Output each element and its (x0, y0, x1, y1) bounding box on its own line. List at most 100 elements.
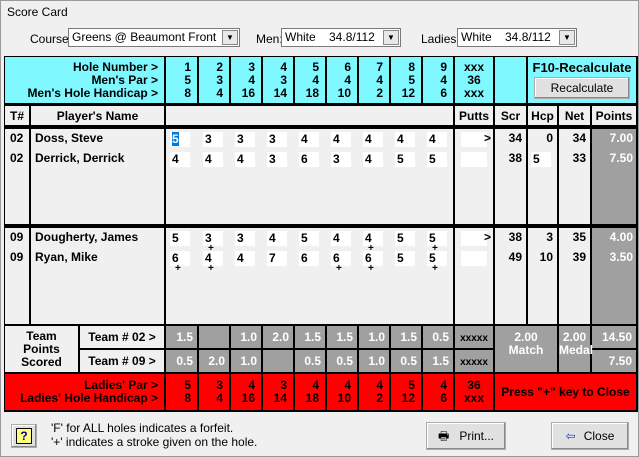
hole-number-label: Hole Number > (72, 60, 158, 74)
score-input[interactable]: 3 (267, 132, 287, 147)
group-1-col-name (31, 129, 164, 224)
score-input[interactable]: 5 (395, 231, 415, 246)
team-hole-points: 1.5 (391, 326, 421, 348)
ladies-hcp: 2 (376, 391, 383, 405)
mens-hcp: 4 (216, 86, 223, 100)
men-tee-select[interactable]: White 34.8/112 ▼ (281, 28, 401, 47)
men-tee-value: White 34.8/112 (285, 30, 375, 44)
course-select[interactable]: Greens @ Beaumont Front ▼ (68, 28, 240, 47)
putts-input[interactable] (461, 132, 487, 147)
chevron-down-icon[interactable]: ▼ (559, 30, 575, 45)
print-button[interactable]: 🖶 Print... (426, 422, 506, 450)
mens-hcp: 6 (440, 86, 447, 100)
mens-par: 5 (184, 73, 191, 87)
score-input[interactable]: 4 (299, 132, 319, 147)
putts-input[interactable] (461, 231, 487, 246)
team-label-0: Team # 02 > (80, 326, 164, 348)
player-name: Doss, Steve (35, 131, 104, 145)
score-input[interactable]: 4 (235, 251, 255, 266)
mens-par: 4 (344, 73, 351, 87)
score-input[interactable]: 3 (203, 231, 223, 246)
score-input[interactable]: 6 (299, 152, 319, 167)
chevron-down-icon[interactable]: ▼ (383, 30, 399, 45)
score-input[interactable]: 4 (331, 132, 351, 147)
team-points-total: 14.50 (592, 326, 636, 348)
score-input[interactable]: 6 (363, 251, 383, 266)
course-value: Greens @ Beaumont Front (72, 30, 217, 44)
score-input[interactable]: 3 (203, 132, 223, 147)
ladies-par: 3 (280, 378, 287, 392)
putts-arrow-icon: > (484, 131, 492, 145)
score-input[interactable]: 5 (299, 231, 319, 246)
mens-hcp: 12 (401, 86, 415, 100)
score-total: 34 (508, 131, 522, 145)
window-title: Score Card (7, 5, 68, 19)
score-input[interactable]: 4 (363, 152, 383, 167)
score-input[interactable]: 3 (331, 152, 351, 167)
team-hole-points (199, 326, 229, 348)
ladies-par: 4 (440, 378, 447, 392)
group-2-col-tee (5, 228, 29, 324)
chevron-down-icon[interactable]: ▼ (222, 30, 238, 45)
putts-input[interactable] (461, 152, 487, 167)
score-input[interactable]: 6 (331, 251, 351, 266)
score-input[interactable]: 5 (170, 231, 190, 246)
score-input[interactable]: 5 (395, 152, 415, 167)
ladies-total: 36 xxx (455, 374, 493, 410)
score-input[interactable]: 5 (427, 251, 447, 266)
score-input[interactable]: 4 (363, 132, 383, 147)
score-input[interactable]: 4 (395, 132, 415, 147)
score-input[interactable]: 5 (427, 152, 447, 167)
handicap-input[interactable]: 5 (531, 152, 551, 167)
mens-par: 4 (248, 73, 255, 87)
score-input[interactable]: 4 (203, 152, 223, 167)
hole-number: 9 (440, 60, 447, 74)
score-input[interactable]: 3 (235, 132, 255, 147)
score-input[interactable]: 3 (235, 231, 255, 246)
hole-header-3: 3 4 16 (231, 57, 261, 103)
ladies-par: 4 (376, 378, 383, 392)
recalculate-button[interactable]: Recalculate (534, 77, 630, 99)
score-input[interactable]: 4 (267, 231, 287, 246)
print-label: Print... (459, 429, 494, 443)
ladies-tee-select[interactable]: White 34.8/112 ▼ (457, 28, 577, 47)
score-input[interactable]: 5 (427, 231, 447, 246)
ladies-hole-4: 3 14 (263, 374, 293, 410)
close-button[interactable]: ⇦ Close (551, 422, 629, 450)
stroke-plus-icon: + (336, 263, 342, 274)
help-button[interactable]: ? (11, 424, 37, 448)
match-value: 2.00 (514, 330, 538, 344)
net-score: 39 (572, 250, 586, 264)
score-input[interactable]: 4 (427, 132, 447, 147)
col-header-putts: Putts (455, 106, 493, 125)
score-input[interactable]: 4 (363, 231, 383, 246)
stroke-plus-icon: + (432, 243, 438, 254)
team-points-total: 7.50 (592, 350, 636, 372)
hole-number: 5 (312, 60, 319, 74)
hole-header-5: 5 4 18 (295, 57, 325, 103)
team-hole-points: 1.0 (359, 350, 389, 372)
score-input[interactable]: 3 (267, 152, 287, 167)
hole-number: 7 (376, 60, 383, 74)
putts-input[interactable] (461, 251, 487, 266)
stroke-plus-icon: + (368, 263, 374, 274)
ladies-hcp: 6 (440, 391, 447, 405)
mens-par: 5 (408, 73, 415, 87)
score-input[interactable]: 5 (170, 132, 190, 147)
score-input[interactable]: 6 (170, 251, 190, 266)
group-1-col-hcp (528, 129, 557, 224)
team-hole-points: 1.5 (423, 350, 453, 372)
score-input[interactable]: 6 (299, 251, 319, 266)
player-row: 02 Derrick, Derrick 4 4 4 3 6 3 4 5 5 38 5 33 7.50 (4, 152, 638, 170)
score-input[interactable]: 4 (170, 152, 190, 167)
score-input[interactable]: 4 (331, 231, 351, 246)
ladies-hole-6: 4 10 (327, 374, 357, 410)
recalc-area: F10-Recalculate Recalculate (528, 57, 636, 103)
score-input[interactable]: 5 (395, 251, 415, 266)
score-input[interactable]: 4 (203, 251, 223, 266)
score-input[interactable]: 7 (267, 251, 287, 266)
score-input[interactable]: 4 (235, 152, 255, 167)
team-hole-points: 1.0 (231, 350, 261, 372)
team-hole-points: 2.0 (263, 326, 293, 348)
